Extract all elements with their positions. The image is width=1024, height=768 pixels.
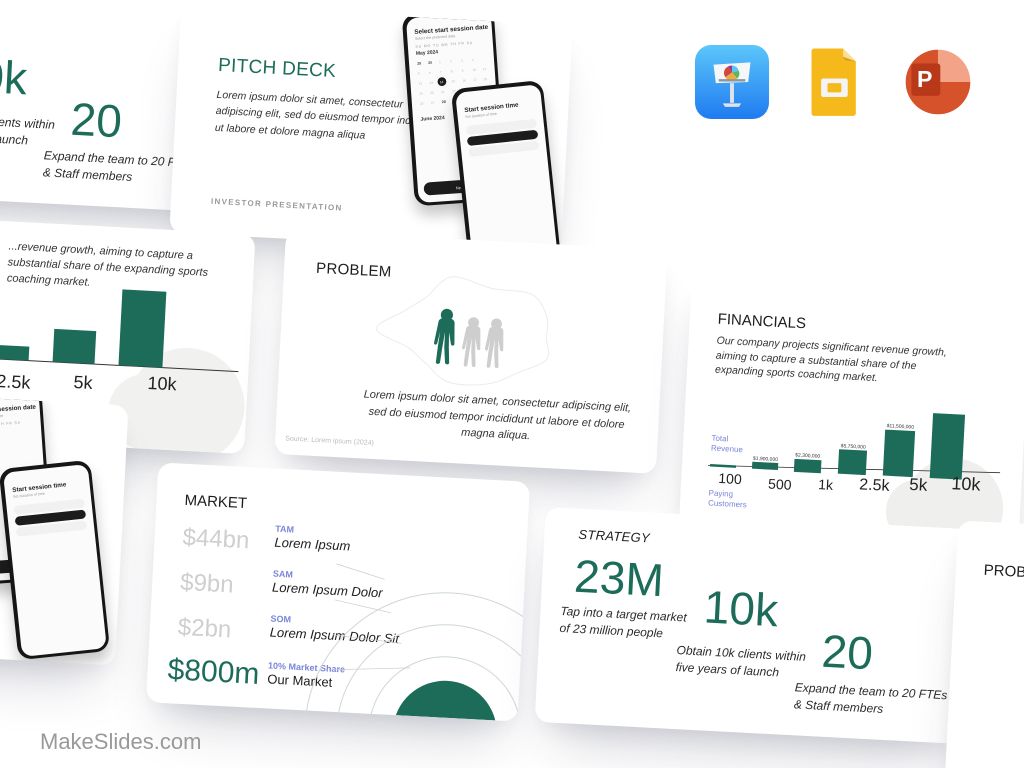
svg-text:4: 4	[471, 57, 473, 61]
svg-text:10: 10	[472, 67, 476, 71]
svg-text:$11,500,000: $11,500,000	[886, 423, 914, 430]
svg-text:21: 21	[440, 89, 444, 93]
svg-text:9: 9	[461, 68, 463, 72]
svg-text:11: 11	[482, 67, 486, 71]
svg-text:$23,000,000: $23,000,000	[935, 407, 963, 414]
svg-text:8: 8	[450, 69, 452, 73]
svg-text:20: 20	[430, 90, 434, 94]
svg-text:26: 26	[419, 101, 423, 105]
svg-text:5: 5	[417, 71, 419, 75]
svg-text:13: 13	[429, 80, 433, 84]
svg-text:19: 19	[419, 91, 423, 95]
svg-text:30: 30	[427, 60, 431, 64]
svg-text:27: 27	[430, 100, 434, 104]
svg-text:$5,750,000: $5,750,000	[841, 443, 867, 450]
svg-text:$2,300,000: $2,300,000	[795, 452, 821, 459]
svg-text:14: 14	[439, 80, 443, 84]
svg-text:2: 2	[449, 59, 451, 63]
svg-text:3: 3	[460, 58, 462, 62]
svg-text:28: 28	[441, 99, 445, 103]
svg-text:6: 6	[428, 70, 430, 74]
svg-text:18: 18	[483, 77, 487, 81]
svg-text:15: 15	[451, 79, 455, 83]
svg-text:16: 16	[462, 78, 466, 82]
svg-text:12: 12	[418, 81, 422, 85]
svg-text:29: 29	[416, 61, 420, 65]
svg-text:$11,500,000: $11,500,000	[60, 322, 91, 330]
svg-text:1: 1	[438, 60, 440, 64]
svg-text:17: 17	[473, 77, 477, 81]
svg-text:$1,900,000: $1,900,000	[753, 456, 779, 463]
svg-text:$5,750,000: $5,750,000	[0, 338, 22, 345]
svg-text:7: 7	[439, 70, 441, 74]
svg-text:$23,000,000: $23,000,000	[129, 283, 160, 291]
svg-text:P: P	[917, 66, 932, 92]
